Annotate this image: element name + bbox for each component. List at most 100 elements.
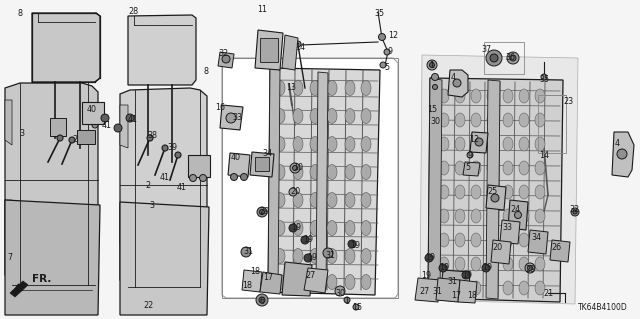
Text: 40: 40 bbox=[87, 106, 97, 115]
Polygon shape bbox=[436, 278, 460, 302]
Text: FR.: FR. bbox=[32, 274, 51, 284]
Ellipse shape bbox=[275, 80, 285, 95]
Text: 16: 16 bbox=[215, 102, 225, 112]
Text: 11: 11 bbox=[257, 5, 267, 14]
Text: 20: 20 bbox=[290, 188, 300, 197]
Ellipse shape bbox=[310, 80, 320, 95]
Polygon shape bbox=[486, 185, 506, 210]
Ellipse shape bbox=[293, 275, 303, 290]
Ellipse shape bbox=[275, 137, 285, 152]
Circle shape bbox=[353, 304, 359, 310]
Text: 29: 29 bbox=[260, 207, 270, 217]
Circle shape bbox=[571, 208, 579, 216]
Text: 8: 8 bbox=[204, 68, 209, 77]
Ellipse shape bbox=[519, 137, 529, 151]
Text: 3: 3 bbox=[19, 130, 24, 138]
Polygon shape bbox=[260, 272, 282, 294]
Ellipse shape bbox=[345, 192, 355, 207]
Circle shape bbox=[259, 297, 265, 303]
Circle shape bbox=[295, 41, 301, 47]
Polygon shape bbox=[228, 153, 250, 177]
Text: 19: 19 bbox=[439, 263, 449, 272]
Polygon shape bbox=[268, 68, 280, 293]
Text: 20: 20 bbox=[492, 243, 502, 253]
Text: 19: 19 bbox=[425, 254, 435, 263]
Bar bbox=[260, 38, 278, 62]
Circle shape bbox=[304, 254, 312, 262]
Text: 34: 34 bbox=[262, 149, 272, 158]
Circle shape bbox=[126, 114, 134, 122]
Ellipse shape bbox=[503, 113, 513, 127]
Ellipse shape bbox=[310, 192, 320, 207]
Text: 4: 4 bbox=[614, 138, 620, 147]
Ellipse shape bbox=[471, 185, 481, 199]
Ellipse shape bbox=[487, 89, 497, 103]
Polygon shape bbox=[550, 240, 570, 262]
Ellipse shape bbox=[471, 161, 481, 175]
Ellipse shape bbox=[503, 257, 513, 271]
Ellipse shape bbox=[361, 80, 371, 95]
Ellipse shape bbox=[293, 249, 303, 263]
Polygon shape bbox=[222, 58, 398, 298]
Circle shape bbox=[256, 294, 268, 306]
Text: 33: 33 bbox=[232, 114, 242, 122]
Circle shape bbox=[83, 114, 91, 122]
Text: 28: 28 bbox=[128, 8, 138, 17]
Text: 41: 41 bbox=[177, 183, 187, 192]
Ellipse shape bbox=[487, 209, 497, 223]
Text: 10: 10 bbox=[293, 164, 303, 173]
Ellipse shape bbox=[439, 137, 449, 151]
Polygon shape bbox=[5, 100, 12, 145]
Ellipse shape bbox=[361, 220, 371, 235]
Ellipse shape bbox=[361, 137, 371, 152]
Ellipse shape bbox=[503, 137, 513, 151]
Ellipse shape bbox=[519, 89, 529, 103]
Circle shape bbox=[175, 152, 181, 158]
Text: 19: 19 bbox=[482, 263, 492, 272]
Ellipse shape bbox=[361, 192, 371, 207]
Ellipse shape bbox=[361, 275, 371, 290]
Ellipse shape bbox=[535, 233, 545, 247]
Circle shape bbox=[57, 135, 63, 141]
Circle shape bbox=[467, 152, 473, 158]
Circle shape bbox=[475, 138, 483, 146]
Text: 6: 6 bbox=[259, 298, 264, 307]
Text: 33: 33 bbox=[502, 224, 512, 233]
Ellipse shape bbox=[345, 137, 355, 152]
Ellipse shape bbox=[455, 257, 465, 271]
Text: 38: 38 bbox=[147, 131, 157, 140]
Text: 35: 35 bbox=[374, 10, 384, 19]
Ellipse shape bbox=[327, 192, 337, 207]
Circle shape bbox=[425, 254, 433, 262]
Ellipse shape bbox=[519, 257, 529, 271]
Text: 7: 7 bbox=[8, 254, 13, 263]
Text: 12: 12 bbox=[388, 31, 398, 40]
Ellipse shape bbox=[471, 257, 481, 271]
Bar bbox=[255, 157, 269, 171]
Text: 37: 37 bbox=[481, 46, 491, 55]
Ellipse shape bbox=[535, 137, 545, 151]
Polygon shape bbox=[32, 13, 100, 82]
Ellipse shape bbox=[455, 137, 465, 151]
Polygon shape bbox=[528, 230, 548, 254]
Circle shape bbox=[515, 211, 522, 219]
Circle shape bbox=[292, 166, 298, 170]
Circle shape bbox=[348, 240, 356, 248]
Ellipse shape bbox=[503, 281, 513, 295]
Ellipse shape bbox=[345, 80, 355, 95]
Polygon shape bbox=[268, 68, 380, 295]
Ellipse shape bbox=[471, 281, 481, 295]
Circle shape bbox=[162, 145, 168, 151]
Text: 18: 18 bbox=[467, 292, 477, 300]
Ellipse shape bbox=[503, 185, 513, 199]
Polygon shape bbox=[220, 105, 243, 130]
Ellipse shape bbox=[471, 209, 481, 223]
Text: 19: 19 bbox=[421, 271, 431, 279]
Ellipse shape bbox=[310, 220, 320, 235]
Polygon shape bbox=[448, 70, 468, 97]
Text: 17: 17 bbox=[451, 292, 461, 300]
Circle shape bbox=[189, 174, 196, 182]
Circle shape bbox=[462, 271, 470, 279]
Circle shape bbox=[230, 174, 237, 181]
Ellipse shape bbox=[345, 108, 355, 123]
